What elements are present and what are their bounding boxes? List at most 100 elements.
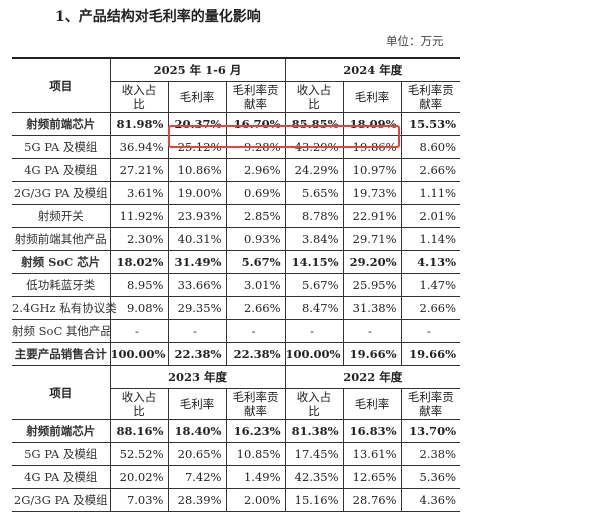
value-cell: 28.76% (343, 488, 402, 512)
header-row: 项目 2025 年 1-6 月 2024 年度 (12, 57, 461, 113)
column-header: 收入占比 (110, 81, 169, 113)
value-cell: 3.01% (226, 273, 286, 297)
row-label: 5G PA 及模组 (12, 135, 111, 159)
column-header: 毛利率贡献率 (226, 388, 286, 420)
value-cell: 3.61% (110, 181, 169, 205)
value-cell: 9.08% (110, 296, 169, 320)
value-cell: 8.78% (285, 204, 344, 228)
value-cell: 1.47% (401, 273, 461, 297)
row-label: 射频 SoC 其他产品 (12, 319, 112, 343)
value-cell: 11.92% (110, 204, 169, 228)
value-cell: 2.66% (401, 296, 461, 320)
value-cell: 5.65% (285, 181, 344, 205)
value-cell: - (401, 319, 461, 343)
value-cell: 17.45% (285, 442, 344, 466)
column-header: 毛利率贡献率 (401, 388, 461, 420)
value-cell: 33.66% (168, 273, 227, 297)
value-cell: 25.95% (343, 273, 402, 297)
row-label: 低功耗蓝牙类 (12, 273, 111, 297)
value-cell: 23.93% (168, 204, 227, 228)
value-cell: 2.01% (401, 204, 461, 228)
value-cell: 2.38% (401, 442, 461, 466)
item-header: 项目 (12, 57, 111, 113)
value-cell: 5.67% (226, 250, 286, 274)
value-cell: 81.98% (110, 112, 169, 136)
value-cell: 2.85% (226, 204, 286, 228)
value-cell: 12.65% (343, 465, 402, 489)
value-cell: 2.66% (226, 296, 286, 320)
value-cell: 8.95% (110, 273, 169, 297)
value-cell: 29.35% (168, 296, 227, 320)
value-cell: 10.85% (226, 442, 286, 466)
row-label: 2G/3G PA 及模组 (12, 181, 111, 205)
row-label: 4G PA 及模组 (12, 465, 111, 489)
header-row: 项目 2023 年度 2022 年度 (12, 365, 461, 420)
value-cell: 0.93% (226, 227, 286, 251)
value-cell: 20.65% (168, 442, 227, 466)
period-header: 2022 年度 (285, 365, 461, 389)
row-label: 2.4GHz 私有协议类 (12, 296, 117, 320)
value-cell: 8.47% (285, 296, 344, 320)
value-cell: 85.85% (285, 112, 344, 136)
value-cell: 36.94% (110, 135, 169, 159)
column-header: 毛利率贡献率 (226, 81, 286, 113)
table-row: 主要产品销售合计 100.00% 22.38% 22.38% 100.00% 19.66%… (12, 342, 461, 366)
value-cell: 42.35% (285, 465, 344, 489)
value-cell: 5.67% (285, 273, 344, 297)
value-cell: 13.61% (343, 442, 402, 466)
value-cell: 10.97% (343, 158, 402, 182)
table-row: 射频前端芯片 88.16% 18.40% 16.23% 81.38% 16.83% 13.7… (12, 419, 461, 443)
column-header: 收入占比 (285, 388, 344, 420)
value-cell: 4.36% (401, 488, 461, 512)
value-cell: 19.73% (343, 181, 402, 205)
value-cell: - (285, 319, 344, 343)
row-label: 5G PA 及模组 (12, 442, 111, 466)
value-cell: 24.29% (285, 158, 344, 182)
value-cell: 81.38% (285, 419, 344, 443)
table-row: 4G PA 及模组 27.21% 10.86% 2.96% 24.29% 10.97% 2.… (12, 158, 461, 182)
value-cell: 16.83% (343, 419, 402, 443)
period-header: 2025 年 1-6 月 (110, 57, 286, 82)
value-cell: - (226, 319, 286, 343)
value-cell: 27.21% (110, 158, 169, 182)
value-cell: 14.15% (285, 250, 344, 274)
value-cell: 40.31% (168, 227, 227, 251)
column-header: 收入占比 (285, 81, 344, 113)
row-label: 射频前端芯片 (12, 112, 111, 136)
value-cell: 15.16% (285, 488, 344, 512)
item-header: 项目 (12, 365, 111, 420)
value-cell: 19.66% (401, 342, 461, 366)
unit-label: 单位：万元 (386, 34, 444, 48)
value-cell: 2.96% (226, 158, 286, 182)
value-cell: - (168, 319, 227, 343)
column-header: 收入占比 (110, 388, 169, 420)
value-cell: 20.02% (110, 465, 169, 489)
value-cell: 2.30% (110, 227, 169, 251)
value-cell: 2.00% (226, 488, 286, 512)
value-cell: 16.23% (226, 419, 286, 443)
value-cell: 22.38% (226, 342, 286, 366)
row-label: 4G PA 及模组 (12, 158, 111, 182)
value-cell: 18.02% (110, 250, 169, 274)
section-title: 1、产品结构对毛利率的量化影响 (55, 9, 261, 25)
column-header: 毛利率 (168, 388, 227, 420)
value-cell: 19.00% (168, 181, 227, 205)
value-cell: 22.91% (343, 204, 402, 228)
value-cell: 100.00% (110, 342, 169, 366)
value-cell: 1.11% (401, 181, 461, 205)
gross-margin-table: 项目 2025 年 1-6 月 2024 年度 收入占比 毛利率 毛利率贡献率 收入占比 毛利… (12, 57, 461, 512)
table-row: 4G PA 及模组 20.02% 7.42% 1.49% 42.35% 12.65% 5.3… (12, 465, 461, 489)
value-cell: 19.66% (343, 342, 402, 366)
value-cell: 28.39% (168, 488, 227, 512)
value-cell: 10.86% (168, 158, 227, 182)
value-cell: 4.13% (401, 250, 461, 274)
subheader-row: 收入占比 毛利率 毛利率贡献率 收入占比 毛利率 毛利率贡献率 (12, 81, 461, 113)
value-cell: 29.71% (343, 227, 402, 251)
value-cell: 31.49% (168, 250, 227, 274)
value-cell: - (343, 319, 402, 343)
row-label: 射频开关 (12, 204, 111, 228)
subheader-row: 收入占比 毛利率 毛利率贡献率 收入占比 毛利率 毛利率贡献率 (12, 388, 461, 420)
value-cell: 88.16% (110, 419, 169, 443)
row-label: 射频 SoC 芯片 (12, 250, 111, 274)
table-row: 低功耗蓝牙类 8.95% 33.66% 3.01% 5.67% 25.95% 1.47% (12, 273, 461, 297)
